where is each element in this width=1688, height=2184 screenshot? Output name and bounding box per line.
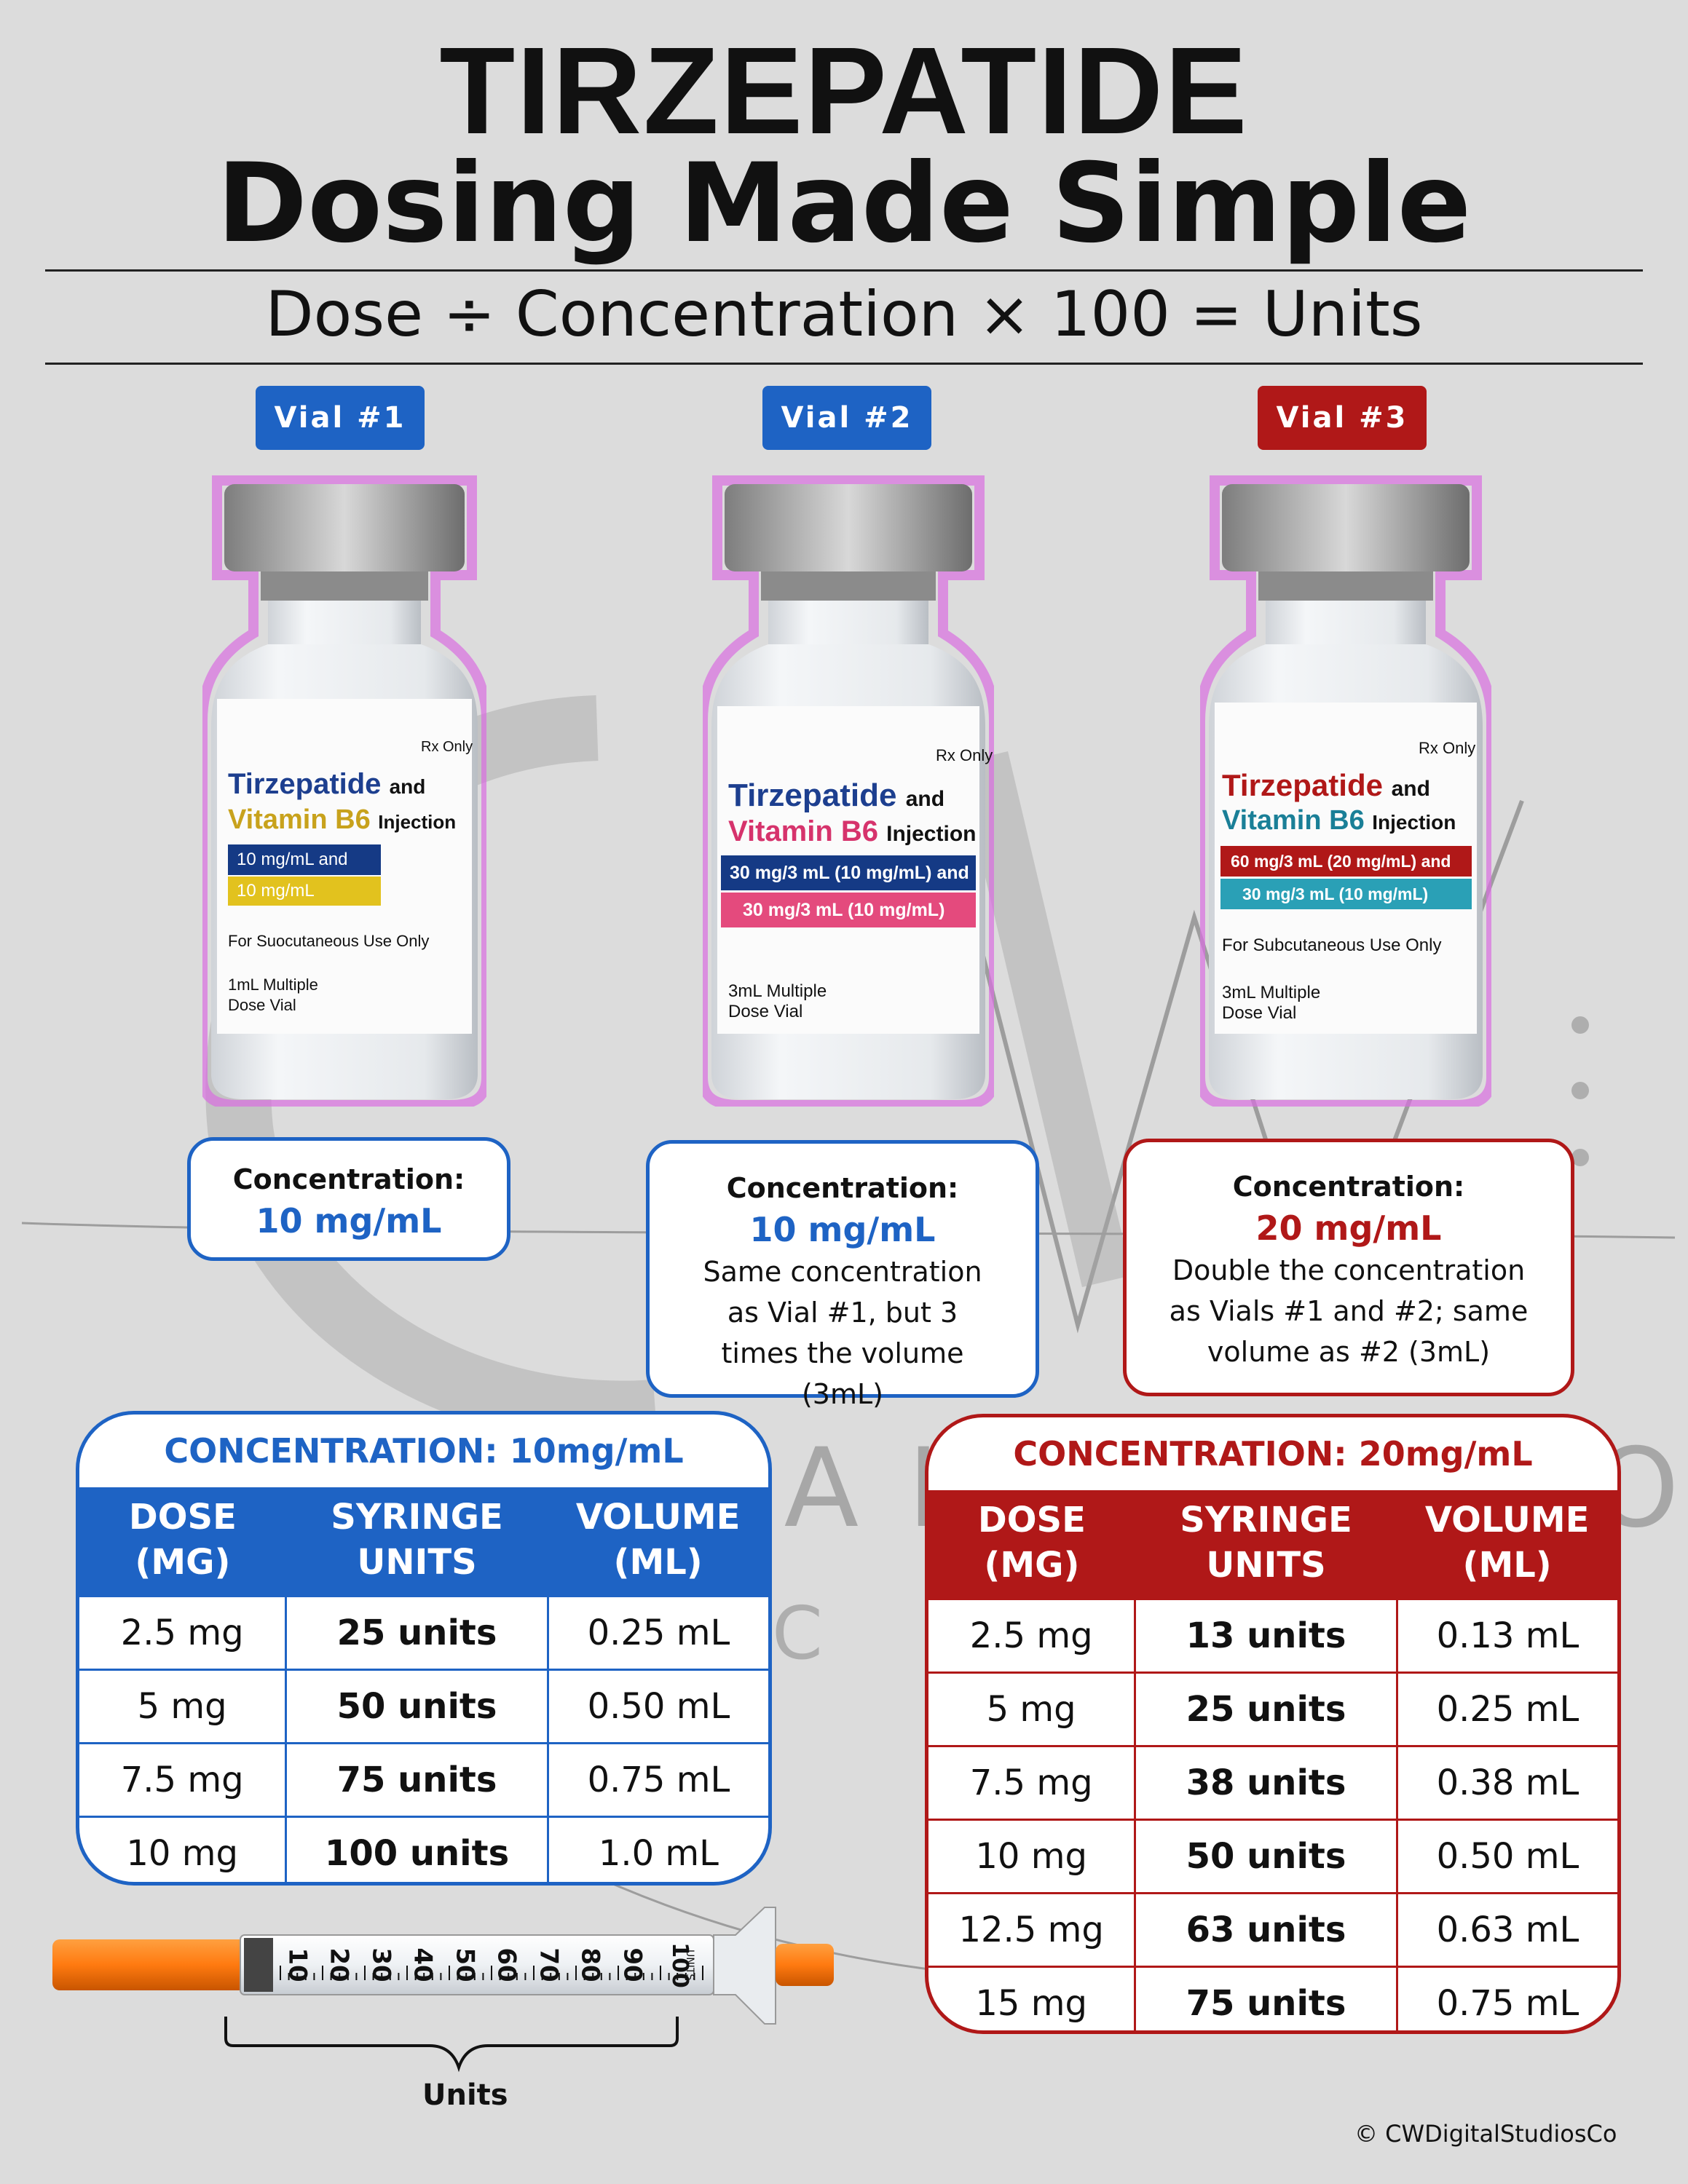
concentration-description: Double the concentration as Vials #1 and… <box>1169 1254 1529 1368</box>
syringe-barrel-label: UNITS <box>684 1950 695 1981</box>
vial-3-image: Rx Only Tirzepatide and Vitamin B6 Injec… <box>1200 466 1491 1107</box>
concentration-value: 10 mg/mL <box>749 1210 936 1249</box>
page-title: TIRZEPATIDE <box>439 22 1249 160</box>
page-subtitle: Dosing Made Simple <box>216 141 1472 267</box>
table-row: 5 mg 50 units 0.50 mL <box>79 1669 768 1744</box>
copyright-text: © CWDigitalStudiosCo <box>1354 2120 1617 2148</box>
vial-3-concentration-box: Concentration: 20 mg/mL Double the conce… <box>1123 1139 1574 1396</box>
vial-3-badge: Vial #3 <box>1258 386 1427 450</box>
table-row: 10 mg 50 units 0.50 mL <box>928 1819 1617 1894</box>
table-row: 2.5 mg 13 units 0.13 mL <box>928 1598 1617 1673</box>
syringe-illustration: 10 20 30 40 50 60 70 80 90 100 UNITS Uni… <box>44 1893 874 2112</box>
vial-1-concentration-box: Concentration: 10 mg/mL <box>187 1137 510 1261</box>
column-header: DOSE (MG) <box>977 1500 1086 1586</box>
column-header: SYRINGE UNITS <box>1180 1500 1352 1586</box>
vial-2-concentration-box: Concentration: 10 mg/mL Same concentrati… <box>646 1140 1039 1410</box>
concentration-label: Concentration: <box>1232 1171 1465 1203</box>
table-row: 12.5 mg 63 units 0.63 mL <box>928 1892 1617 1967</box>
concentration-description: Same concentration as Vial #1, but 3 tim… <box>703 1256 982 1410</box>
dosing-table-20mg: CONCENTRATION: 20mg/mL DOSE (MG) SYRINGE… <box>925 1414 1621 2034</box>
vial-2-image: Rx Only Tirzepatide and Vitamin B6 Injec… <box>703 466 994 1107</box>
concentration-label: Concentration: <box>232 1163 465 1195</box>
syringe-icon <box>52 1907 834 2073</box>
divider-top <box>45 269 1643 272</box>
dose-formula: Dose ÷ Concentration × 100 = Units <box>265 278 1423 351</box>
table-row: 5 mg 25 units 0.25 mL <box>928 1671 1617 1746</box>
vial-2-badge: Vial #2 <box>762 386 931 450</box>
table-row: 7.5 mg 38 units 0.38 mL <box>928 1745 1617 1820</box>
syringe-scale: 10 20 30 40 50 60 70 80 90 100 <box>283 1942 693 1988</box>
divider-bottom <box>45 363 1643 365</box>
table-row: 7.5 mg 75 units 0.75 mL <box>79 1742 768 1817</box>
vial-1-image: Rx Only Tirzepatide and Vitamin B6 Injec… <box>202 466 486 1107</box>
column-header: DOSE (MG) <box>128 1497 237 1583</box>
dosing-table-10mg: CONCENTRATION: 10mg/mL DOSE (MG) SYRINGE… <box>76 1411 772 1886</box>
table-title: CONCENTRATION: 10mg/mL <box>164 1431 684 1471</box>
concentration-label: Concentration: <box>726 1172 959 1204</box>
column-header: SYRINGE UNITS <box>331 1497 503 1583</box>
units-label: Units <box>422 2078 508 2112</box>
concentration-value: 10 mg/mL <box>256 1201 442 1241</box>
table-row: 2.5 mg 25 units 0.25 mL <box>79 1595 768 1670</box>
concentration-value: 20 mg/mL <box>1255 1208 1442 1248</box>
table-row: 10 mg 100 units 1.0 mL <box>79 1816 768 1882</box>
table-title: CONCENTRATION: 20mg/mL <box>1013 1434 1533 1473</box>
vial-1-badge: Vial #1 <box>256 386 425 450</box>
column-header: VOLUME (ML) <box>575 1497 741 1583</box>
column-header: VOLUME (ML) <box>1424 1500 1590 1586</box>
table-row: 15 mg 75 units 0.75 mL <box>928 1966 1617 2030</box>
